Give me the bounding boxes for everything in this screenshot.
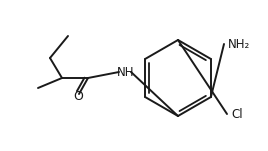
Text: NH₂: NH₂: [228, 37, 250, 50]
Text: NH: NH: [117, 66, 135, 79]
Text: Cl: Cl: [231, 108, 243, 120]
Text: O: O: [73, 90, 83, 103]
